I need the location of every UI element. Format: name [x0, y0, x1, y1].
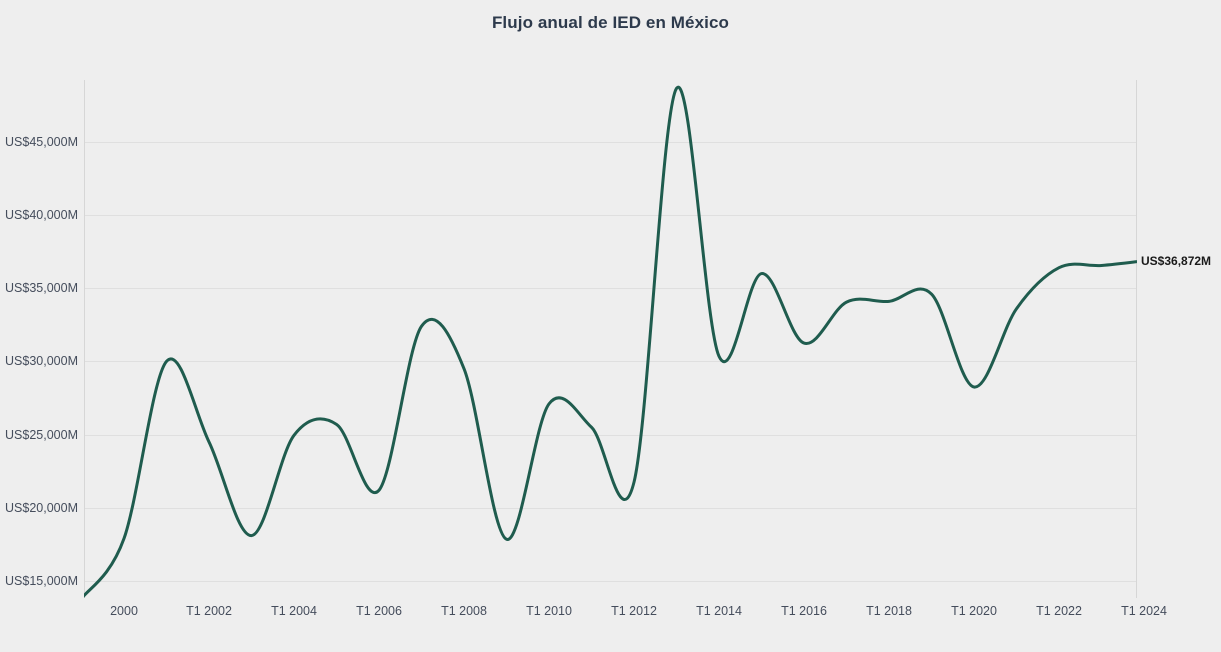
y-tick-label-45000: US$45,000M: [5, 134, 78, 149]
x-tick-label-2010: T1 2010: [526, 604, 572, 618]
y-tick-label-20000: US$20,000M: [5, 500, 78, 515]
y-tick-label-30000: US$30,000M: [5, 354, 78, 369]
x-tick-label-2014: T1 2014: [696, 604, 742, 618]
x-tick-label-2022: T1 2022: [1036, 604, 1082, 618]
y-tick-label-40000: US$40,000M: [5, 208, 78, 222]
y-tick-label-25000: US$25,000M: [5, 427, 78, 442]
fdi-line-series: [84, 85, 1137, 598]
x-tick-label-2000: 2000: [110, 604, 138, 618]
x-tick-label-2012: T1 2012: [611, 604, 657, 618]
x-tick-label-2018: T1 2018: [866, 604, 912, 618]
y-tick-label-35000: US$35,000M: [5, 281, 78, 296]
x-tick-label-2024: T1 2024: [1121, 604, 1167, 618]
x-tick-label-2016: T1 2016: [781, 604, 827, 618]
chart-title: Flujo anual de IED en México: [491, 13, 730, 32]
x-tick-label-2002: T1 2002: [186, 604, 232, 618]
x-tick-label-2020: T1 2020: [951, 604, 997, 618]
y-tick-label-15000: US$15,000M: [5, 574, 78, 588]
x-tick-label-2006: T1 2006: [356, 604, 402, 618]
x-tick-label-2004: T1 2004: [271, 604, 317, 618]
last-value-label: US$36,872M: [1141, 253, 1212, 268]
x-tick-label-2008: T1 2008: [441, 604, 487, 618]
